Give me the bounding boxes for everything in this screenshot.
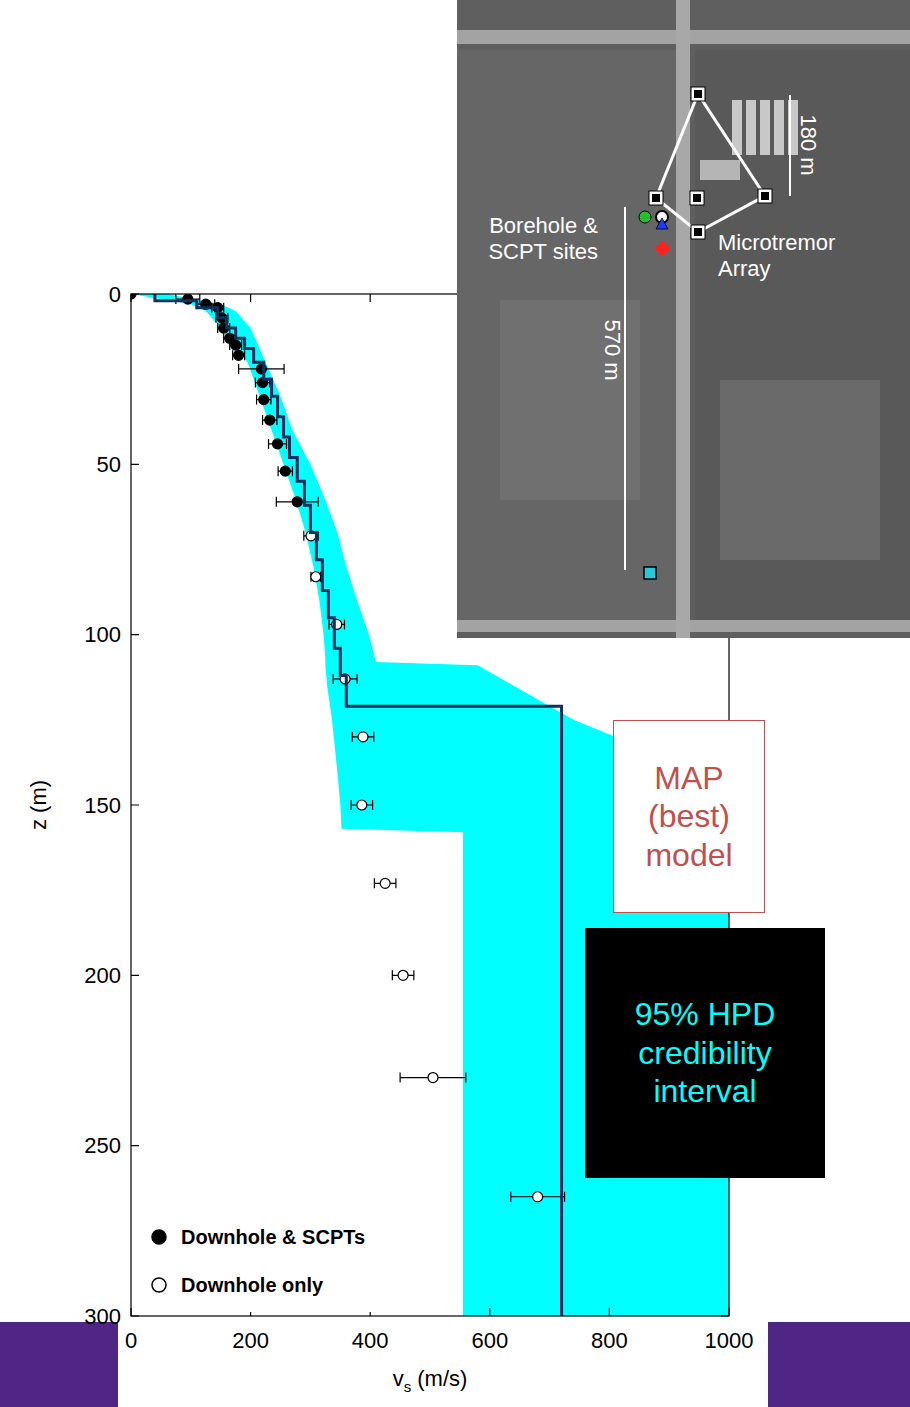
y-tick-label: 100 — [84, 622, 121, 647]
map-model-label: MAP (best) model — [613, 720, 765, 913]
y-tick-label: 250 — [84, 1133, 121, 1158]
error-bar — [392, 970, 414, 980]
error-bar — [311, 572, 321, 582]
error-bar — [352, 732, 374, 742]
map-scale-label: 570 m — [600, 319, 625, 380]
error-bar — [239, 364, 284, 374]
y-tick-label: 300 — [84, 1304, 121, 1329]
open-point — [380, 878, 390, 888]
map-field — [457, 50, 677, 620]
decor-bar — [768, 1322, 910, 1407]
scale-line — [624, 207, 626, 570]
map-sites-label: Borehole & SCPT sites — [483, 213, 598, 266]
array-station — [649, 191, 663, 205]
array-outline — [656, 94, 765, 232]
filled-point — [183, 294, 193, 304]
y-tick-label: 200 — [84, 963, 121, 988]
open-point — [428, 1073, 438, 1083]
map-ground — [457, 0, 910, 638]
map-field — [720, 380, 880, 560]
x-tick-label: 600 — [471, 1328, 508, 1353]
x-tick-label: 800 — [591, 1328, 628, 1353]
legend-label: Downhole & SCPTs — [181, 1226, 365, 1248]
map-field — [500, 300, 640, 500]
error-bar — [230, 340, 242, 350]
x-tick-label: 200 — [232, 1328, 269, 1353]
x-axis-title-sub: s — [404, 1378, 412, 1395]
error-bar — [329, 619, 345, 629]
array-station-core — [652, 194, 660, 202]
x-axis-title-main: v — [393, 1366, 404, 1391]
series-label: 95% HPD credibility interval — [595, 995, 815, 1110]
error-bar — [351, 800, 373, 810]
x-tick — [370, 294, 371, 1316]
chart-svg: 05010015020025030002004006008001000z (m)… — [0, 0, 910, 1407]
site-map: 180 m 570 m — [457, 0, 910, 638]
y-tick — [131, 1315, 729, 1316]
array-station — [758, 189, 772, 203]
array-station-core — [761, 192, 769, 200]
site-marker — [639, 211, 651, 223]
x-tick — [130, 294, 131, 1316]
legend: Downhole & SCPTs Downhole only — [137, 1210, 437, 1312]
error-bar — [374, 878, 396, 888]
filled-point — [259, 395, 269, 405]
map-scale-label: 180 m — [796, 114, 821, 175]
open-point — [398, 970, 408, 980]
map-building — [700, 160, 740, 180]
y-axis-title: z (m) — [26, 780, 51, 830]
site-marker — [656, 218, 668, 229]
x-tick — [250, 294, 251, 1316]
legend-box — [137, 1210, 437, 1312]
decor-bar — [0, 1322, 118, 1407]
x-axis-title-unit: (m/s) — [411, 1366, 467, 1391]
array-station-core — [693, 194, 701, 202]
filled-point — [265, 415, 275, 425]
error-bar — [233, 350, 245, 360]
open-point — [358, 732, 368, 742]
array-station-core — [694, 228, 702, 236]
x-tick-label: 0 — [125, 1328, 137, 1353]
open-point — [357, 800, 367, 810]
error-bar — [511, 1192, 565, 1202]
filled-point — [292, 497, 302, 507]
filled-point — [273, 439, 283, 449]
error-bar — [400, 1073, 466, 1083]
y-tick-label: 150 — [84, 793, 121, 818]
map-building — [760, 100, 770, 155]
scale-line — [789, 95, 791, 196]
filled-point — [131, 294, 136, 299]
error-bar — [269, 439, 287, 449]
series-label: MAP (best) model — [620, 759, 758, 874]
array-station-core — [694, 90, 702, 98]
array-station — [691, 225, 705, 239]
x-tick-label: 400 — [352, 1328, 389, 1353]
legend-marker — [152, 1278, 166, 1292]
error-bar — [278, 466, 292, 476]
array-station — [690, 191, 704, 205]
filled-point — [280, 466, 290, 476]
x-tick-label: 1000 — [705, 1328, 754, 1353]
site-marker — [644, 567, 656, 579]
error-bar — [263, 415, 277, 425]
open-point — [311, 572, 321, 582]
map-field — [695, 50, 910, 620]
hpd-label: 95% HPD credibility interval — [585, 928, 825, 1178]
filled-point — [231, 340, 241, 350]
error-bar — [257, 395, 271, 405]
x-axis-title: vs (m/s) — [393, 1366, 468, 1395]
filled-point — [234, 350, 244, 360]
map-building — [746, 100, 756, 155]
open-point — [533, 1192, 543, 1202]
map-array-label: Microtremor Array — [718, 230, 878, 283]
page: 05010015020025030002004006008001000z (m)… — [0, 0, 910, 1407]
array-station — [691, 87, 705, 101]
legend-label: Downhole only — [181, 1274, 324, 1296]
y-tick-label: 0 — [109, 282, 121, 307]
y-tick-label: 50 — [97, 452, 121, 477]
map-building — [774, 100, 784, 155]
site-marker — [655, 241, 669, 255]
legend-marker — [152, 1230, 166, 1244]
map-road — [676, 0, 690, 638]
